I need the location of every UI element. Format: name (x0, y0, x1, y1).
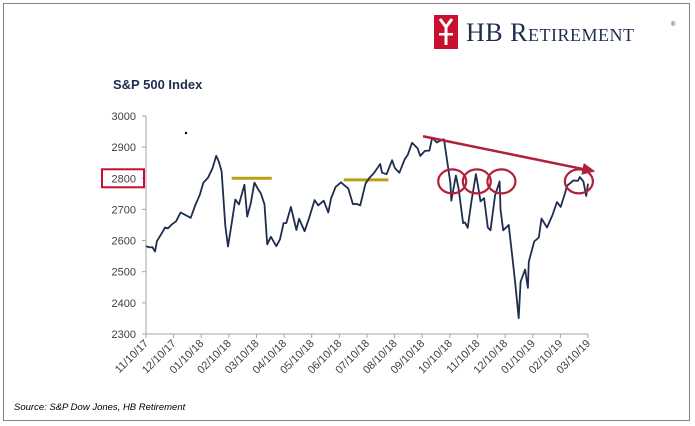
highlight-circle (461, 168, 492, 195)
chart-title: S&P 500 Index (113, 77, 203, 92)
brand-name-text: HB Retirement (466, 18, 635, 47)
y-tick-label: 2800 (112, 173, 136, 185)
y-tick-label: 2300 (112, 329, 136, 341)
series (145, 136, 589, 319)
trend-arrow-head (581, 162, 596, 175)
axes: 2300240025002600270028002900300011/10/17… (101, 111, 593, 376)
highlight-circle (486, 168, 517, 195)
overlays (184, 131, 596, 195)
hb-logo-icon (434, 15, 458, 49)
chart-frame (3, 3, 690, 421)
stray-dot (184, 131, 188, 135)
highlight-circle (563, 168, 594, 195)
brand-name: HB Retirement (466, 18, 634, 48)
sp500-line (145, 136, 589, 319)
y-tick-label: 2500 (112, 267, 136, 279)
y-tick-label: 2700 (112, 204, 136, 216)
y-tick-label: 3000 (112, 111, 136, 123)
annotations (231, 176, 389, 182)
highlight-circle (437, 168, 468, 195)
y-tick-label: 2900 (112, 142, 136, 154)
registered-mark: ® (671, 22, 676, 28)
highlighted-ytick-box (101, 168, 145, 189)
trend-arrow-line (422, 135, 588, 172)
y-tick-label: 2400 (112, 298, 136, 310)
y-tick-label: 2600 (112, 236, 136, 248)
source-note: Source: S&P Dow Jones, HB Retirement (14, 402, 186, 413)
